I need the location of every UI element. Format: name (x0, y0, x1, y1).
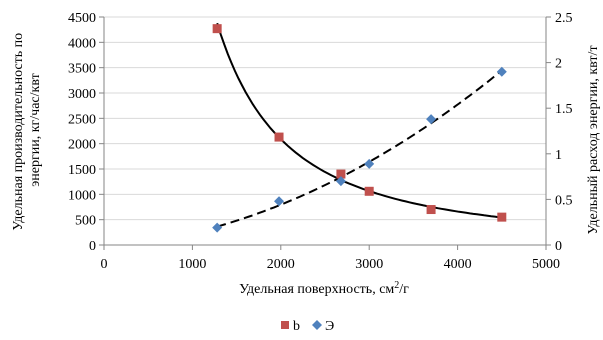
e-point (426, 114, 437, 125)
legend-e-marker (312, 320, 322, 330)
b-point (336, 169, 346, 179)
x-axis-ticks: 0 1000 2000 3000 4000 5000 (101, 245, 560, 272)
y-left-tick-label: 3000 (68, 87, 96, 102)
data-markers (212, 24, 507, 233)
b-point (274, 132, 284, 142)
b-point (364, 186, 374, 196)
b-point (497, 212, 507, 222)
e-point (335, 176, 346, 187)
x-tick-label: 0 (101, 257, 108, 272)
y-right-tick-label: 0.5 (555, 193, 573, 208)
e-point (274, 196, 285, 207)
e-point (364, 158, 375, 169)
e-point (496, 66, 507, 77)
y-left-tick-label: 3500 (68, 62, 96, 77)
legend-e-label: Э (325, 319, 334, 334)
e-trend-line (216, 69, 503, 228)
y-right-tick-label: 1.5 (555, 102, 573, 117)
gridlines (104, 16, 546, 221)
x-axis-title: Удельная поверхность, см2/г (239, 280, 409, 297)
y-left-tick-label: 500 (75, 214, 96, 229)
y-left-tick-label: 1000 (68, 188, 96, 203)
b-point (426, 205, 436, 215)
b-trend-line (216, 22, 502, 219)
y-left-tick-label: 2000 (68, 138, 96, 153)
y-right-tick-label: 2 (555, 57, 562, 72)
y-left-tick-label: 2500 (68, 112, 96, 127)
y-left-tick-label: 0 (89, 239, 96, 254)
y-left-tick-label: 4000 (68, 36, 96, 51)
x-tick-label: 2000 (267, 257, 295, 272)
x-tick-label: 4000 (444, 257, 472, 272)
x-tick-label: 5000 (532, 257, 560, 272)
x-tick-label: 3000 (355, 257, 383, 272)
e-point (212, 222, 223, 233)
y-right-tick-label: 2.5 (555, 11, 573, 26)
b-point (212, 24, 222, 34)
y-right-tick-label: 0 (555, 239, 562, 254)
x-tick-label: 1000 (178, 257, 206, 272)
left-y-axis-title: Удельная производительность по энергии, … (11, 29, 43, 230)
right-y-axis-title: Удельный расход энергии, квт/т (586, 45, 601, 234)
legend-b-label: b (293, 319, 300, 334)
y-left-tick-label: 4500 (68, 11, 96, 26)
axes (103, 17, 547, 246)
y-left-tick-label: 1500 (68, 163, 96, 178)
legend-b-marker (281, 321, 289, 329)
trend-lines (216, 22, 503, 228)
right-y-axis-ticks: 0 0.5 1 1.5 2 2.5 (546, 11, 573, 254)
y-right-tick-label: 1 (555, 148, 562, 163)
left-y-axis-ticks: 0 500 1000 1500 2000 2500 3000 3500 4000 4500 (68, 11, 104, 254)
